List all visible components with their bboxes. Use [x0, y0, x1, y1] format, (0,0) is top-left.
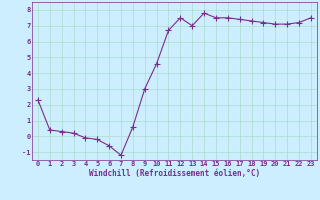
X-axis label: Windchill (Refroidissement éolien,°C): Windchill (Refroidissement éolien,°C) — [89, 169, 260, 178]
